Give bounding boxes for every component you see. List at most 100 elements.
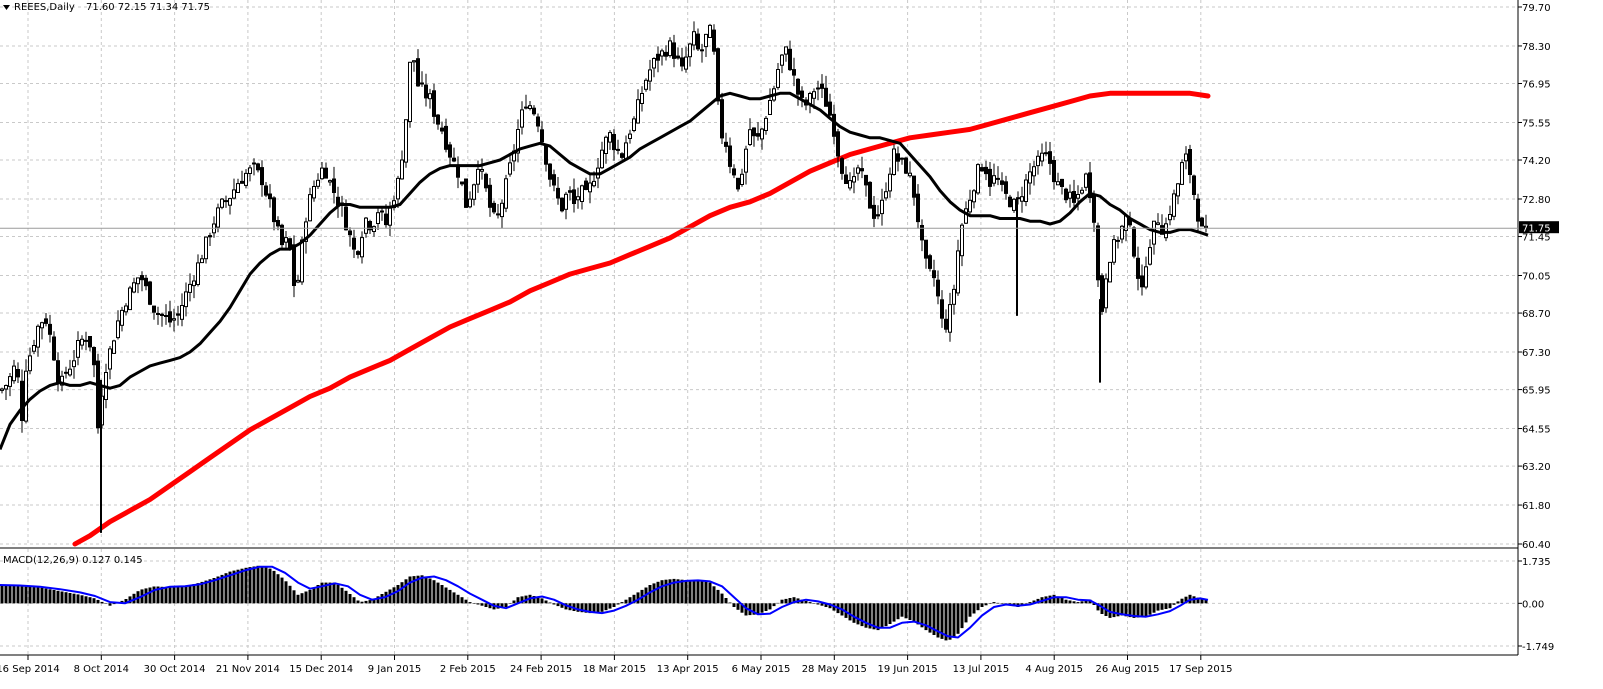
x-tick-label: 24 Feb 2015	[510, 664, 572, 675]
macd-bar	[236, 569, 240, 604]
macd-bar	[164, 587, 168, 604]
x-tick-label: 6 May 2015	[732, 664, 791, 675]
candle-body	[764, 117, 768, 132]
macd-bar	[548, 602, 552, 604]
macd-bar	[352, 597, 356, 604]
candle-body	[536, 116, 540, 127]
candle-body	[580, 185, 584, 203]
macd-bar	[628, 597, 632, 604]
macd-bar	[1200, 598, 1204, 604]
y-tick-label: 61.80	[1522, 501, 1551, 512]
macd-bar	[400, 582, 404, 604]
macd-bar	[104, 603, 108, 604]
macd-bar	[248, 567, 252, 604]
candle-body	[860, 168, 864, 172]
macd-bar	[848, 603, 852, 621]
candle-body	[268, 193, 272, 200]
candle-body	[1144, 266, 1148, 288]
macd-bar	[16, 586, 20, 604]
macd-bar	[180, 586, 184, 604]
candle-body	[308, 194, 312, 222]
candle-body	[412, 60, 416, 63]
macd-bar	[264, 567, 268, 604]
x-tick-label: 19 Jun 2015	[878, 664, 938, 675]
macd-bar	[1196, 597, 1200, 604]
candle-body	[1112, 239, 1116, 263]
macd-bar	[920, 603, 924, 628]
y-tick-label: 60.40	[1522, 540, 1551, 551]
macd-bar	[132, 593, 136, 604]
candle-body	[720, 99, 724, 139]
candle-body	[300, 239, 304, 283]
macd-bar	[868, 603, 872, 629]
candle-body	[160, 313, 164, 316]
macd-bar	[356, 600, 360, 604]
macd-bar	[172, 587, 176, 604]
macd-bar	[100, 601, 104, 604]
macd-bar	[152, 586, 156, 604]
candle-body	[48, 323, 52, 335]
macd-bar	[52, 590, 56, 604]
candle-body	[840, 158, 844, 174]
macd-bar	[376, 596, 380, 604]
candle-body	[440, 127, 444, 132]
candle-body	[60, 375, 64, 386]
macd-bar	[76, 594, 80, 604]
candle-body	[1104, 278, 1108, 309]
macd-bar	[1032, 600, 1036, 604]
candle-body	[40, 322, 44, 329]
candle-body	[352, 237, 356, 250]
macd-bar	[12, 585, 16, 604]
macd-bar	[252, 566, 256, 604]
macd-bar	[240, 568, 244, 604]
candle-body	[900, 157, 904, 160]
macd-bar	[188, 585, 192, 604]
candle-body	[176, 313, 180, 316]
candle-body	[940, 299, 944, 319]
candle-body	[868, 181, 872, 209]
y-tick-label: 64.55	[1522, 425, 1551, 436]
macd-bar	[32, 587, 36, 604]
candle-body	[236, 183, 240, 194]
candle-body	[168, 311, 172, 323]
candle-body	[544, 144, 548, 165]
macd-bar	[612, 603, 616, 607]
macd-bar	[316, 585, 320, 604]
macd-bar	[716, 589, 720, 604]
candle-body	[408, 61, 412, 122]
macd-bar	[24, 586, 28, 604]
macd-bar	[80, 595, 84, 604]
candle-body	[228, 198, 232, 206]
candle-body	[52, 336, 56, 361]
macd-bar	[124, 599, 128, 604]
candle-body	[116, 320, 120, 339]
macd-bar	[1060, 598, 1064, 604]
candle-body	[196, 262, 200, 285]
candle-body	[464, 178, 468, 208]
macd-bar	[60, 591, 64, 604]
candle-body	[700, 49, 704, 52]
candle-body	[704, 33, 708, 48]
candle-body	[556, 187, 560, 199]
candle-body	[4, 385, 8, 390]
candle-body	[1168, 214, 1172, 221]
macd-bar	[1024, 603, 1028, 604]
candle-body	[500, 202, 504, 218]
candle-body	[968, 199, 972, 213]
candle-body	[188, 283, 192, 293]
macd-bar	[676, 579, 680, 604]
dropdown-triangle-icon[interactable]	[3, 5, 10, 10]
candle-body	[1084, 173, 1088, 188]
macd-bar	[584, 603, 588, 613]
macd-bar	[368, 600, 372, 604]
macd-bar	[424, 576, 428, 604]
candle-body	[856, 167, 860, 174]
macd-bar	[984, 603, 988, 606]
candle-body	[1028, 171, 1032, 184]
candle-body	[1036, 155, 1040, 167]
macd-bar	[684, 580, 688, 604]
candle-body	[1108, 261, 1112, 283]
candle-body	[468, 198, 472, 208]
macd-bar	[232, 570, 236, 604]
